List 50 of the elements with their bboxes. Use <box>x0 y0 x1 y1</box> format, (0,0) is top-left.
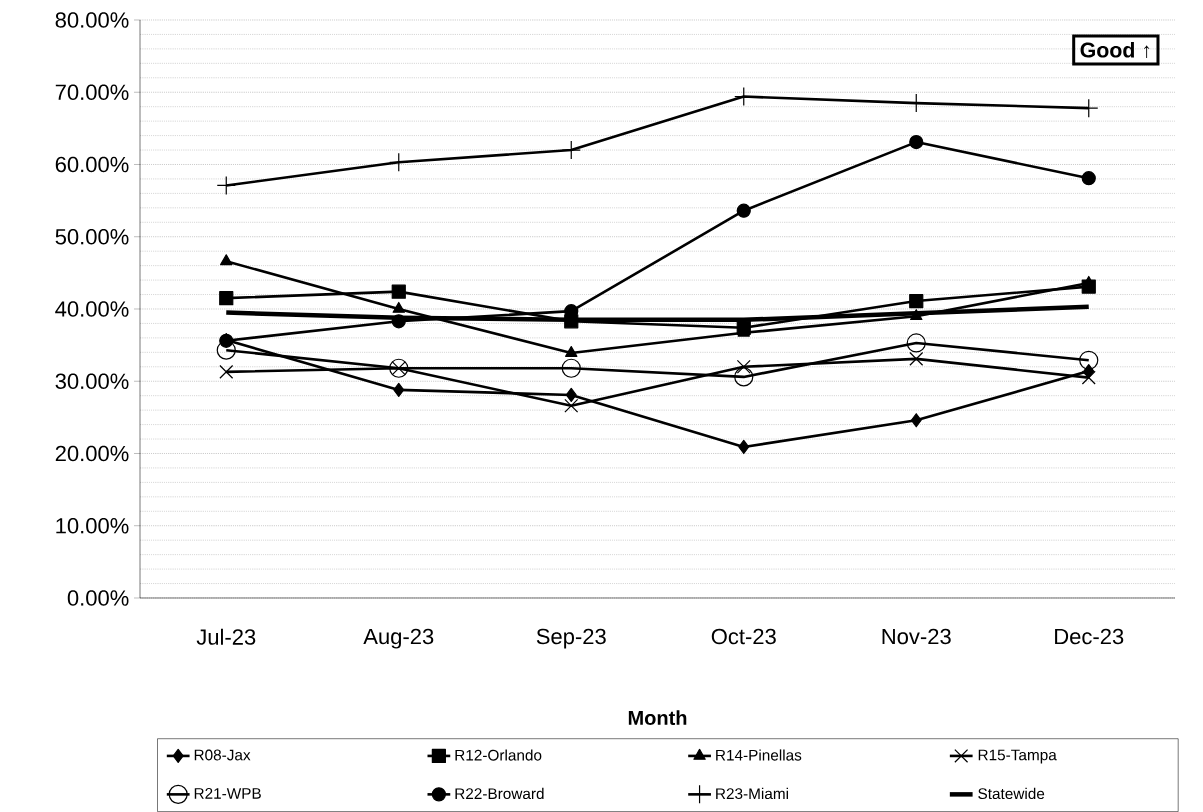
point <box>1081 171 1096 186</box>
point <box>564 398 579 413</box>
point <box>736 359 751 374</box>
point <box>565 387 577 403</box>
point <box>906 333 926 353</box>
point <box>910 413 922 428</box>
x-tick-label: Oct-23 <box>711 628 776 645</box>
point <box>909 293 924 309</box>
point <box>734 367 754 387</box>
x-axis-title: Month <box>628 710 687 725</box>
x-tick-label: Sep-23 <box>536 628 606 649</box>
point <box>1081 370 1096 385</box>
y-tick-label: 30.00% <box>55 373 129 390</box>
point <box>392 301 405 313</box>
y-tick-label: 40.00% <box>55 301 129 317</box>
legend-label: R21-WPB <box>194 788 261 799</box>
point <box>393 382 405 398</box>
x-tick-label: Aug-23 <box>363 628 434 649</box>
legend-label: R23-Miami <box>716 787 788 800</box>
y-tick-label: 70.00% <box>55 84 129 101</box>
x-tick-label: Nov-23 <box>882 628 951 645</box>
legend-label: R08-Jax <box>194 749 251 761</box>
point <box>565 345 578 357</box>
point <box>219 291 234 306</box>
legend-label: Statewide <box>978 787 1045 800</box>
point <box>219 364 234 379</box>
point <box>391 314 406 329</box>
legend-label: R15-Tampa <box>978 749 1057 764</box>
point <box>909 351 924 366</box>
point <box>220 254 233 266</box>
x-tick-label: Jul-23 <box>196 628 256 645</box>
y-tick-label: 80.00% <box>55 12 129 28</box>
point <box>216 340 236 360</box>
annotation: Good ↑ <box>1080 41 1150 59</box>
legend-label: R22-Broward <box>455 787 544 800</box>
point <box>910 309 923 321</box>
legend-label: R14-Pinellas <box>716 749 802 761</box>
point <box>736 203 751 218</box>
point <box>909 134 924 150</box>
point <box>561 358 581 378</box>
x-tick-label: Dec-23 <box>1055 628 1124 645</box>
point <box>391 284 406 299</box>
legend-label: R12-Orlando <box>455 749 542 761</box>
point <box>738 439 750 455</box>
y-tick-label: 10.00% <box>56 517 129 534</box>
y-tick-label: 50.00% <box>55 228 129 245</box>
point <box>1079 350 1099 370</box>
y-tick-label: 20.00% <box>55 445 129 462</box>
y-tick-label: 0.00% <box>67 590 129 606</box>
y-tick-label: 60.00% <box>55 156 129 173</box>
